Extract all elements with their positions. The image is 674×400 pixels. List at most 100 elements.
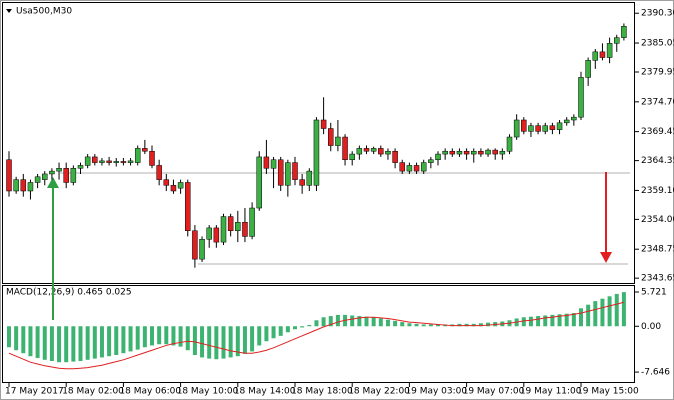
candle-body <box>270 159 277 169</box>
candle-body <box>342 136 348 161</box>
candle-body <box>320 119 327 129</box>
macd-bar <box>621 292 626 327</box>
macd-bar <box>571 313 576 327</box>
macd-bar <box>64 326 69 363</box>
candle-body <box>242 221 248 237</box>
macd-bar <box>207 326 212 359</box>
candle-body <box>356 148 363 155</box>
candle-body <box>378 148 384 155</box>
candle-body <box>578 77 584 118</box>
x-tick-label: 17 May 2017 <box>5 387 64 397</box>
candle-body <box>599 51 606 58</box>
macd-bar <box>528 316 533 327</box>
macd-bar <box>178 326 183 347</box>
chart-title: Usa500,M30 <box>16 7 72 17</box>
candle-body <box>249 207 255 237</box>
candle-body <box>6 159 12 192</box>
macd-bar <box>28 326 33 357</box>
candle-body <box>13 179 19 192</box>
y-tick-label: 2385.05 <box>641 39 674 49</box>
y-tick-label: 2364.35 <box>641 156 674 166</box>
candle-body <box>349 153 355 161</box>
macd-bar <box>14 326 19 351</box>
candle-body <box>113 161 119 163</box>
macd-bar <box>414 323 419 327</box>
candle-body <box>20 179 27 192</box>
candle-body <box>449 150 456 155</box>
macd-bar <box>464 323 469 327</box>
candle-body <box>77 165 84 169</box>
candle-body <box>106 160 112 163</box>
x-tick-label: 19 May 15:00 <box>577 387 639 397</box>
candle-body <box>192 230 198 260</box>
macd-bar <box>400 322 405 327</box>
candle-body <box>614 37 620 44</box>
macd-bar <box>121 326 126 354</box>
macd-bar <box>564 313 569 327</box>
candle-body <box>313 119 320 186</box>
y-tick-label: 0.00 <box>641 322 661 332</box>
candle-body <box>606 43 613 58</box>
macd-bar <box>71 326 76 362</box>
macd-bar <box>92 326 97 359</box>
candle-body <box>456 150 463 155</box>
candle-body <box>428 159 434 163</box>
candle-body <box>542 125 548 132</box>
macd-bar <box>7 326 11 348</box>
macd-bar <box>142 326 147 348</box>
macd-bar <box>614 293 619 327</box>
macd-bar <box>428 324 433 327</box>
macd-bar <box>171 326 176 346</box>
x-tick-label: 18 May 14:00 <box>234 387 296 397</box>
candle-body <box>70 168 77 183</box>
candle-body <box>435 153 441 161</box>
macd-bar <box>114 326 119 356</box>
candle-body <box>99 160 105 163</box>
macd-bar <box>85 326 90 360</box>
y-tick-label: 2369.45 <box>641 127 674 137</box>
candle-body <box>263 156 270 169</box>
candle-body <box>84 156 91 166</box>
macd-bar <box>192 326 197 356</box>
macd-bar <box>78 326 83 362</box>
macd-bar <box>49 326 54 362</box>
candle-body <box>328 128 334 146</box>
candle-body <box>385 150 391 155</box>
candle-body <box>442 150 448 155</box>
macd-bar <box>600 298 605 327</box>
macd-bar <box>21 326 26 354</box>
y-tick-label: 2343.65 <box>641 274 674 284</box>
candle-body <box>499 150 506 155</box>
macd-bar <box>235 326 240 357</box>
candle-body <box>478 150 484 155</box>
macd-bar <box>436 324 440 327</box>
candle-body <box>63 168 69 183</box>
macd-bar <box>350 315 355 327</box>
candle-body <box>156 165 162 180</box>
candle-body <box>256 156 262 209</box>
candle-body <box>306 170 313 186</box>
candle-body <box>206 227 212 240</box>
macd-bar <box>486 322 491 327</box>
macd-bar <box>328 316 333 327</box>
price-panel <box>2 2 635 284</box>
candle-body <box>513 119 520 138</box>
macd-bar <box>271 326 276 339</box>
candle-body <box>235 221 241 231</box>
candle-body <box>370 148 377 152</box>
macd-bar <box>99 326 104 358</box>
candle-body <box>149 150 155 166</box>
candle-body <box>56 168 62 172</box>
candle-body <box>277 159 284 186</box>
candle-body <box>392 150 398 163</box>
y-tick-label: -7.646 <box>641 368 670 378</box>
candle-body <box>177 182 184 189</box>
macd-bar <box>421 324 426 327</box>
macd-title: MACD(12,26,9) 0.465 0.025 <box>6 288 132 298</box>
macd-bar <box>378 318 383 327</box>
candle-body <box>363 148 370 152</box>
candle-body <box>34 176 41 183</box>
macd-bar <box>371 317 376 327</box>
macd-bar <box>228 326 233 358</box>
